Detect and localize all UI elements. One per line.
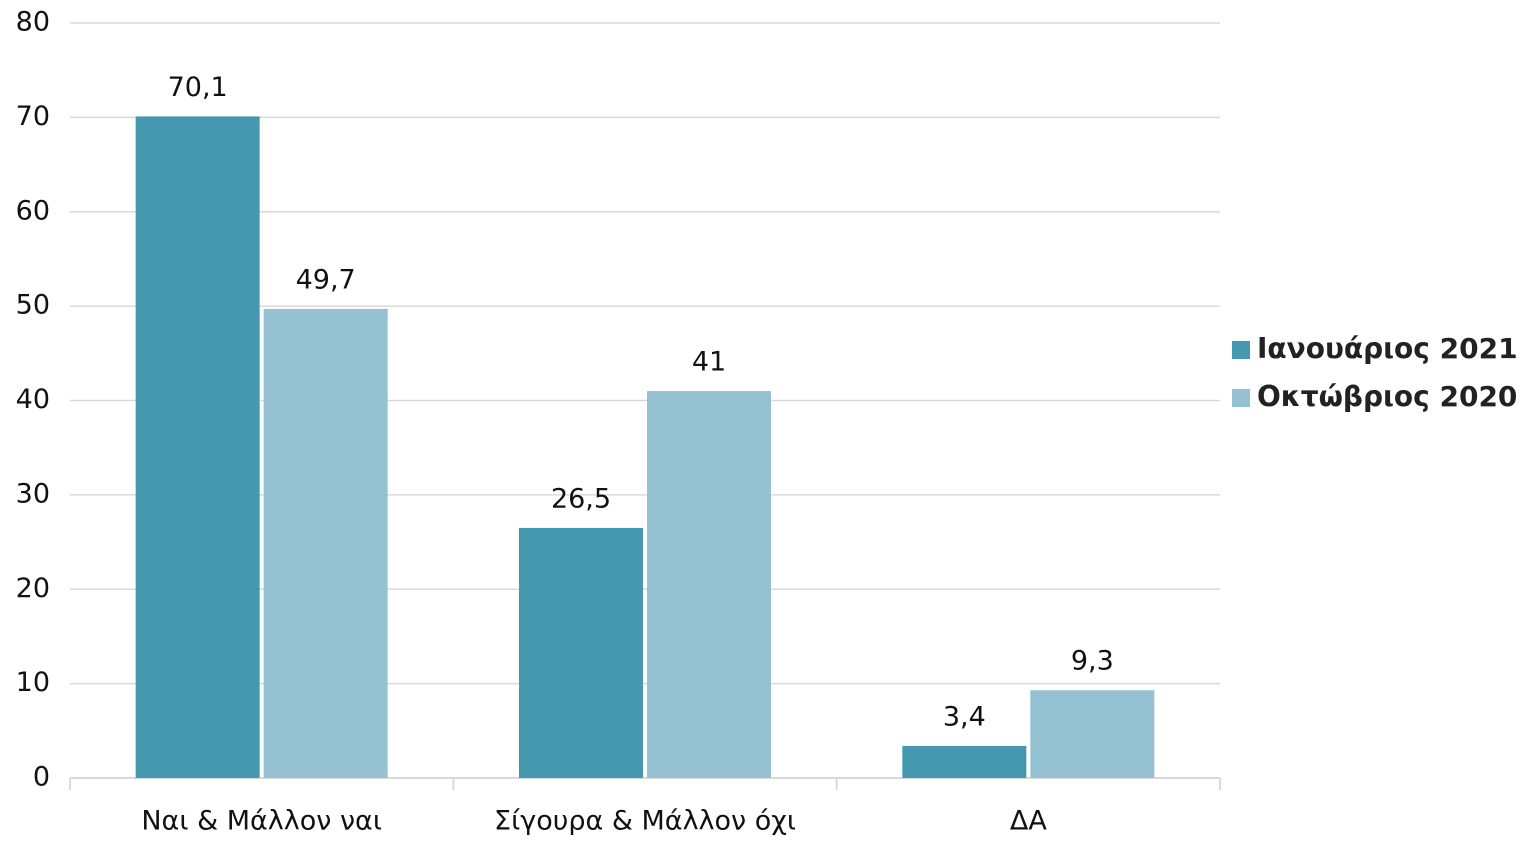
x-tick-label: Ναι & Μάλλον ναι <box>141 806 382 837</box>
data-label: 26,5 <box>551 483 611 514</box>
legend-swatch <box>1232 389 1250 407</box>
bar <box>902 745 1027 778</box>
y-tick-label: 60 <box>16 195 50 226</box>
x-tick-label: ΔΑ <box>1010 806 1047 837</box>
data-label: 9,3 <box>1071 646 1114 677</box>
legend-label: Ιανουάριος 2021 <box>1257 332 1518 365</box>
bar <box>647 391 771 778</box>
y-tick-label: 0 <box>33 762 50 793</box>
x-tick-label: Σίγουρα & Μάλλον όχι <box>494 806 796 837</box>
data-label: 41 <box>692 347 726 378</box>
bar <box>519 527 643 778</box>
y-tick-label: 20 <box>16 573 50 604</box>
y-tick-label: 40 <box>16 384 50 415</box>
y-tick-label: 30 <box>16 478 50 509</box>
bar <box>263 308 388 778</box>
data-label: 49,7 <box>296 264 356 295</box>
bar <box>135 116 260 778</box>
bar <box>1030 690 1155 778</box>
legend-swatch <box>1232 341 1250 359</box>
legend-label: Οκτώβριος 2020 <box>1257 380 1517 413</box>
y-tick-label: 80 <box>16 7 50 38</box>
y-tick-label: 50 <box>16 290 50 321</box>
data-label: 70,1 <box>168 72 228 103</box>
y-tick-label: 70 <box>16 101 50 132</box>
y-tick-label: 10 <box>16 667 50 698</box>
data-label: 3,4 <box>943 701 986 732</box>
